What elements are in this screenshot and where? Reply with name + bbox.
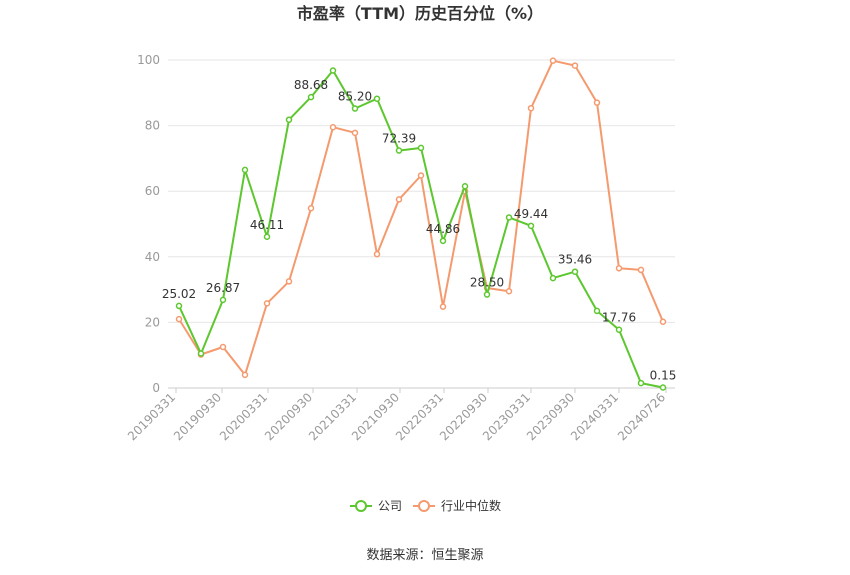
data-label: 44.86 <box>426 222 460 236</box>
data-source: 数据来源：恒生聚源 <box>366 548 483 563</box>
data-point <box>527 222 535 230</box>
data-point <box>439 303 447 310</box>
data-label: 26.87 <box>206 281 240 295</box>
series-layer <box>175 57 667 391</box>
legend-swatch-marker <box>418 500 430 512</box>
legend[interactable]: 公司 行业中位数 <box>350 498 501 513</box>
legend-label: 公司 <box>378 499 402 513</box>
data-point <box>549 274 557 282</box>
data-point <box>351 105 359 112</box>
data-point <box>417 172 425 179</box>
data-point <box>175 315 183 323</box>
legend-label: 行业中位数 <box>441 498 501 513</box>
data-point <box>461 183 469 190</box>
data-label: 49.44 <box>514 207 548 221</box>
data-point <box>395 196 403 203</box>
data-point <box>219 343 227 351</box>
data-point <box>175 302 183 310</box>
data-point <box>527 104 535 112</box>
data-point <box>351 129 359 137</box>
data-point <box>593 99 601 106</box>
x-axis: 2019033120190930202003312020093020210331… <box>125 388 668 443</box>
data-point <box>263 233 271 241</box>
x-tick-label: 20240331 <box>568 390 621 443</box>
data-label: 25.02 <box>162 287 196 301</box>
data-point <box>571 268 579 275</box>
y-tick-label: 0 <box>152 381 160 395</box>
data-point <box>241 371 249 379</box>
y-tick-label: 40 <box>145 250 160 264</box>
data-point <box>615 265 623 272</box>
data-point <box>505 214 513 221</box>
legend-swatch-marker <box>355 500 367 512</box>
data-label: 85.20 <box>338 90 372 104</box>
y-tick-label: 80 <box>145 119 160 133</box>
data-point <box>373 250 381 258</box>
legend-item[interactable]: 行业中位数 <box>413 498 501 513</box>
data-label: 0.15 <box>650 369 677 383</box>
data-point <box>197 350 205 357</box>
data-label: 46.11 <box>250 218 284 232</box>
x-tick-label: 20190331 <box>125 390 178 443</box>
data-point <box>505 287 513 295</box>
data-point <box>241 166 249 174</box>
y-tick-label: 60 <box>145 184 160 198</box>
grid <box>168 59 675 389</box>
chart-title: 市盈率（TTM）历史百分位（%） <box>297 4 543 23</box>
legend-item[interactable]: 公司 <box>350 499 402 513</box>
data-point <box>637 379 645 387</box>
y-tick-label: 100 <box>137 53 160 67</box>
data-point <box>549 57 557 64</box>
data-label: 35.46 <box>558 253 592 267</box>
y-axis: 0 20 40 60 80 100 <box>137 53 160 395</box>
data-point <box>593 307 601 315</box>
data-label: 72.39 <box>382 132 416 146</box>
data-point <box>439 237 447 245</box>
data-label: 17.76 <box>602 311 636 325</box>
data-point <box>373 95 381 102</box>
x-tick-label: 20200331 <box>217 390 270 443</box>
data-point <box>329 123 337 131</box>
data-point <box>263 300 271 307</box>
x-tick-label: 20190930 <box>171 390 224 443</box>
data-point <box>417 144 425 152</box>
data-label: 88.68 <box>294 78 328 92</box>
data-point <box>285 116 293 123</box>
data-point <box>637 266 645 274</box>
data-point <box>285 278 293 285</box>
data-labels: 25.02 26.87 46.11 88.68 85.20 72.39 44.86 28.50… <box>162 78 677 382</box>
data-label: 28.50 <box>470 276 504 290</box>
data-point <box>571 62 579 69</box>
data-point <box>659 384 667 391</box>
data-point <box>395 147 403 154</box>
data-point <box>307 205 315 212</box>
data-point <box>329 67 337 74</box>
x-tick-label: 20240726 <box>615 390 668 443</box>
y-tick-label: 20 <box>145 315 160 329</box>
series-0 <box>175 67 667 391</box>
data-point <box>659 318 667 325</box>
data-point <box>219 296 227 304</box>
data-point <box>615 326 623 333</box>
data-point <box>307 93 315 101</box>
data-point <box>483 291 491 298</box>
